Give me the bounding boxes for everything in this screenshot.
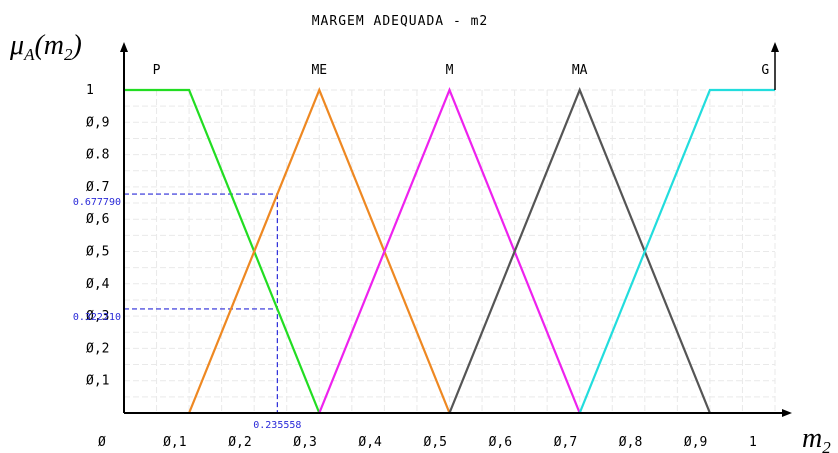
x-tick-label: Ø,5 — [424, 435, 447, 450]
series-label-me: ME — [311, 63, 327, 78]
right-edge-arrow — [771, 42, 779, 52]
x-tick-label: 1 — [749, 435, 757, 450]
x-tick-label: Ø,6 — [489, 435, 512, 450]
y-tick-label: Ø,2 — [86, 341, 109, 356]
y-axis-label: μA(m2) — [9, 30, 82, 64]
y-axis-arrow — [120, 42, 128, 52]
y-tick-label: Ø,3 — [86, 309, 109, 324]
y-tick-label: Ø,6 — [86, 212, 109, 227]
x-marker-label: 0.235558 — [253, 420, 301, 431]
series-line-g — [578, 88, 775, 414]
series-line-p — [124, 88, 321, 414]
y-tick-label: Ø.7 — [86, 180, 109, 195]
series-lines — [124, 87, 775, 414]
x-tick-label: Ø,9 — [684, 435, 707, 450]
x-tick-label: Ø,3 — [293, 435, 316, 450]
chart-title: MARGEM ADEQUADA - m2 — [312, 14, 489, 29]
tick-labels: Ø Ø,1 Ø,2 Ø,3 Ø,4 Ø,5 Ø,6 Ø,7 Ø,8 Ø,9 1 Ø,1 Ø,2 Ø,3 Ø,… — [86, 83, 757, 450]
grid — [124, 89, 776, 413]
series-label-m: M — [446, 63, 454, 78]
series-labels: P ME M MA G — [153, 63, 770, 78]
x-tick-label: Ø,8 — [619, 435, 642, 450]
y-tick-label: 1 — [86, 83, 94, 98]
y-marker-label: 0.322210 — [73, 312, 121, 323]
x-axis-arrow — [782, 409, 792, 417]
marker-lines — [124, 193, 278, 413]
series-line-me — [188, 87, 451, 414]
series-line-m — [318, 87, 581, 414]
series-line-ma — [448, 87, 711, 414]
marker-labels: 0.235558 0.677790 0.322210 — [73, 197, 302, 431]
x-tick-label: Ø,4 — [358, 435, 382, 450]
x-tick-label: Ø — [98, 435, 106, 450]
axes — [120, 42, 792, 417]
y-tick-label: Ø,1 — [86, 374, 109, 389]
y-marker-label: 0.677790 — [73, 197, 121, 208]
x-tick-label: Ø,7 — [554, 435, 577, 450]
series-label-g: G — [761, 63, 769, 78]
x-axis-label: m2 — [802, 423, 831, 453]
series-label-p: P — [153, 63, 161, 78]
x-tick-label: Ø,1 — [163, 435, 186, 450]
x-tick-label: Ø,2 — [228, 435, 251, 450]
y-tick-label: Ø,5 — [86, 245, 109, 260]
y-tick-label: Ø.8 — [86, 148, 109, 163]
series-label-ma: MA — [572, 63, 588, 78]
y-tick-label: Ø,4 — [86, 277, 110, 292]
y-tick-label: Ø,9 — [86, 115, 109, 130]
